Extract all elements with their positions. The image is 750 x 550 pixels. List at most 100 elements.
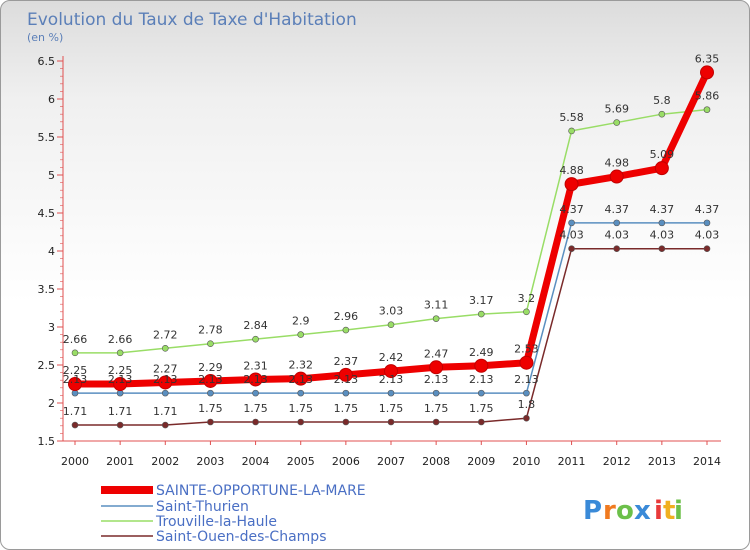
- data-label: 2.31: [243, 359, 268, 372]
- data-point: [429, 360, 444, 375]
- x-tick-label: 2003: [196, 455, 224, 468]
- data-point: [384, 364, 398, 379]
- data-point: [523, 389, 530, 397]
- data-point: [161, 344, 169, 352]
- data-point: [477, 310, 485, 318]
- data-label: 1.8: [518, 398, 536, 411]
- data-point: [116, 389, 124, 397]
- data-point: [342, 389, 350, 397]
- data-point: [203, 373, 218, 388]
- y-tick-label: 2.5: [38, 359, 56, 372]
- x-tick-label: 2011: [558, 455, 586, 468]
- data-point: [703, 106, 711, 113]
- data-label: 4.37: [695, 203, 720, 216]
- data-label: 2.66: [108, 333, 133, 346]
- data-label: 2.42: [379, 351, 404, 364]
- legend-label: Trouville-la-Haule: [155, 514, 277, 530]
- data-label: 2.47: [424, 347, 449, 360]
- data-label: 5.8: [653, 94, 671, 107]
- data-point: [523, 308, 530, 316]
- data-point: [568, 245, 575, 253]
- data-point: [658, 110, 666, 118]
- data-point: [432, 315, 440, 322]
- data-label: 3.03: [379, 305, 404, 318]
- data-label: 2.13: [108, 373, 133, 386]
- data-label: 2.25: [63, 364, 88, 377]
- y-tick-label: 3.5: [38, 283, 56, 296]
- data-label: 2.72: [153, 328, 178, 341]
- data-label: 2.49: [469, 346, 494, 359]
- data-label: 1.75: [288, 402, 313, 415]
- data-label: 2.13: [469, 373, 494, 386]
- data-point: [613, 219, 621, 227]
- logo-letter: r: [603, 496, 616, 526]
- data-label: 5.69: [604, 103, 629, 116]
- data-point: [523, 414, 530, 422]
- y-tick-label: 5: [48, 169, 55, 182]
- y-tick-label: 5.5: [38, 131, 56, 144]
- data-label: 2.13: [514, 373, 539, 386]
- y-tick-label: 2: [48, 397, 55, 410]
- data-point: [658, 219, 666, 227]
- x-tick-label: 2002: [151, 455, 179, 468]
- y-tick-label: 6.5: [38, 55, 56, 68]
- data-point: [207, 418, 214, 426]
- y-tick-label: 4.5: [38, 207, 56, 220]
- data-point: [293, 371, 308, 386]
- data-label: 1.75: [198, 402, 223, 415]
- logo-letter: o: [616, 496, 634, 526]
- data-point: [700, 65, 714, 80]
- series-layer: [68, 65, 714, 429]
- data-label: 2.96: [334, 310, 359, 323]
- data-label: 2.13: [288, 373, 313, 386]
- data-point: [568, 127, 575, 135]
- data-point: [387, 418, 395, 426]
- data-point: [158, 375, 173, 390]
- data-point: [113, 377, 128, 391]
- data-label: 2.78: [198, 324, 223, 337]
- data-label: 4.03: [604, 229, 629, 242]
- data-point: [609, 169, 624, 184]
- y-tick-label: 4: [48, 245, 55, 258]
- data-point: [68, 377, 82, 391]
- data-point: [71, 421, 79, 429]
- data-label: 2.13: [424, 373, 449, 386]
- data-label: 4.88: [559, 164, 584, 177]
- data-point: [564, 177, 579, 192]
- data-label: 4.03: [695, 229, 720, 242]
- data-label: 1.71: [108, 405, 133, 418]
- data-point: [387, 389, 395, 397]
- data-label: 1.75: [334, 402, 359, 415]
- data-point: [297, 418, 305, 426]
- data-label: 2.13: [153, 373, 178, 386]
- x-tick-label: 2000: [61, 455, 89, 468]
- data-point: [161, 421, 169, 429]
- legend-label: Saint-Thurien: [156, 499, 249, 515]
- data-point: [432, 418, 440, 426]
- data-label: 1.75: [379, 402, 404, 415]
- data-label: 2.37: [334, 355, 359, 368]
- data-label: 2.32: [288, 359, 313, 372]
- unit-label: (en %): [27, 31, 63, 44]
- data-point: [387, 321, 395, 329]
- data-point: [116, 349, 124, 357]
- data-point: [658, 245, 666, 253]
- chart-title: Evolution du Taux de Taxe d'Habitation: [27, 10, 357, 30]
- data-point: [477, 418, 485, 426]
- data-label: 4.37: [604, 203, 629, 216]
- data-point: [474, 358, 489, 373]
- x-tick-label: 2014: [693, 455, 721, 468]
- data-point: [207, 340, 214, 348]
- data-label: 1.75: [243, 402, 268, 415]
- data-point: [252, 389, 259, 397]
- data-point: [252, 335, 259, 343]
- data-label: 2.25: [108, 364, 133, 377]
- x-tick-label: 2008: [422, 455, 450, 468]
- x-tick-label: 2007: [377, 455, 405, 468]
- data-label: 6.35: [695, 52, 720, 65]
- data-label: 2.13: [379, 373, 404, 386]
- data-labels: 2.25 2.25 2.27 2.29 2.31 2.32 2.37 2.42 2.47 2.49…: [63, 52, 720, 418]
- data-point: [477, 389, 485, 397]
